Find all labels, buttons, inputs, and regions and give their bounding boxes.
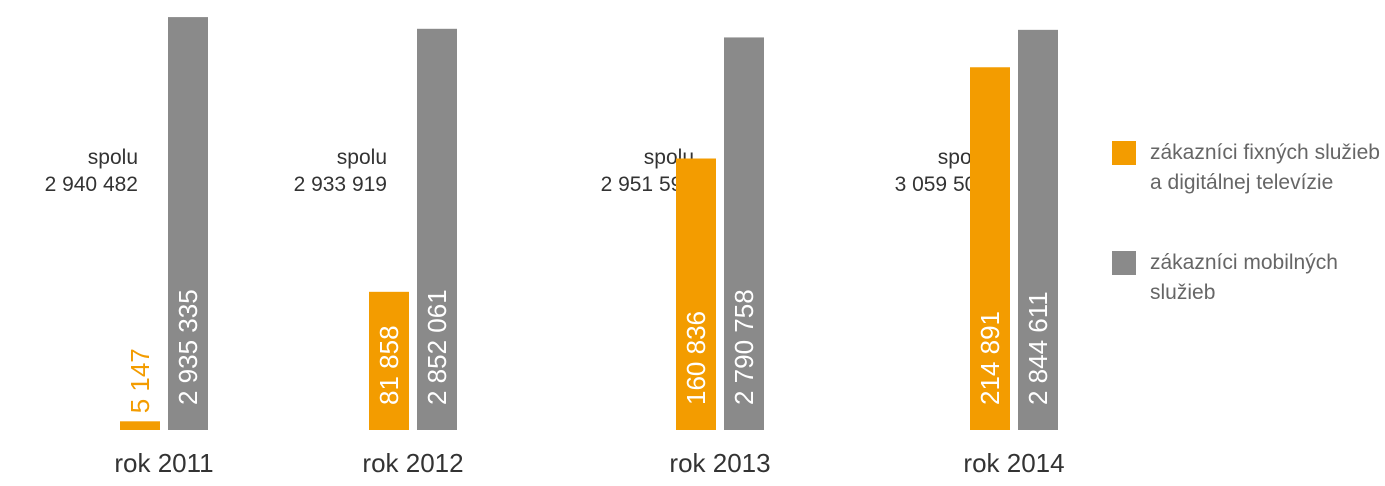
legend-swatch	[1112, 251, 1136, 275]
value-label: 2 935 335	[173, 289, 203, 405]
legend-item: zákazníci mobilných služieb	[1112, 248, 1382, 308]
total-value: 3 059 502	[895, 173, 988, 196]
total-caption: spolu	[88, 146, 138, 169]
bar	[120, 421, 160, 430]
bar	[369, 291, 409, 430]
value-label: 2 844 611	[1023, 291, 1053, 405]
legend: zákazníci fixných služieb a digitálnej t…	[1112, 138, 1382, 358]
total-caption: spolu	[337, 146, 387, 169]
total-value: 2 951 594	[601, 173, 695, 196]
legend-label: zákazníci fixných služieb a digitálnej t…	[1150, 141, 1380, 194]
value-label: 81 858	[374, 325, 404, 405]
category-label: rok 2012	[362, 448, 463, 478]
legend-label: zákazníci mobilných služieb	[1150, 251, 1338, 304]
bar	[724, 37, 764, 430]
category-label: rok 2013	[669, 448, 770, 478]
category-label: rok 2011	[114, 448, 213, 478]
bar	[1018, 29, 1058, 430]
value-label: 2 852 061	[422, 289, 452, 405]
category-label: rok 2014	[963, 448, 1064, 478]
value-label: 160 836	[681, 311, 711, 405]
total-value: 2 933 919	[294, 173, 387, 196]
legend-swatch	[1112, 141, 1136, 165]
bar	[417, 28, 457, 430]
legend-item: zákazníci fixných služieb a digitálnej t…	[1112, 138, 1382, 198]
bar	[676, 158, 716, 430]
total-value: 2 940 482	[45, 173, 138, 196]
value-label: 214 891	[975, 311, 1005, 405]
bar	[168, 17, 208, 430]
value-label: 5 147	[125, 348, 155, 413]
value-label: 2 790 758	[729, 289, 759, 405]
bar	[970, 67, 1010, 431]
